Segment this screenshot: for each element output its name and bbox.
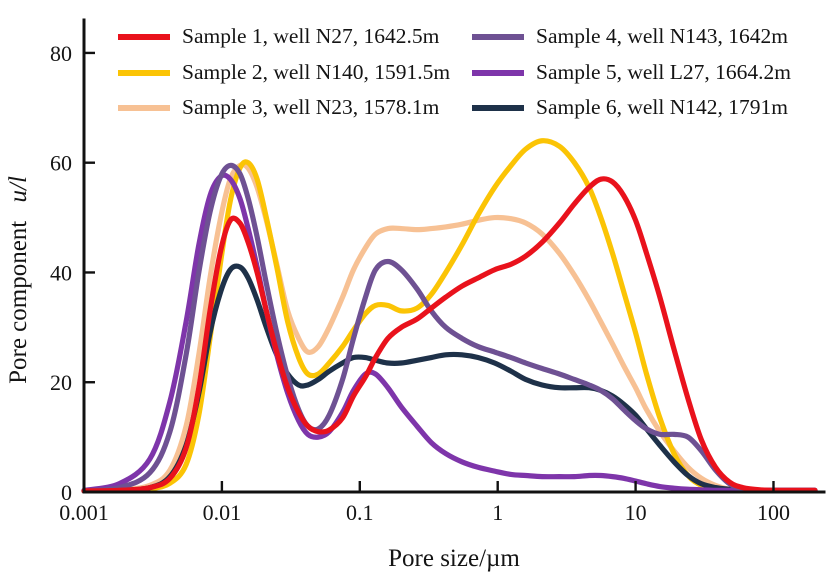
legend-item-sample-6[interactable]: Sample 6, well N142, 1791m xyxy=(472,95,788,119)
x-tick-label-3: 1 xyxy=(492,500,503,525)
legend-item-sample-4[interactable]: Sample 4, well N143, 1642m xyxy=(472,24,788,48)
legend-label-sample-4: Sample 4, well N143, 1642m xyxy=(536,24,788,48)
legend-label-sample-5: Sample 5, well L27, 1664.2m xyxy=(536,60,791,84)
axes-layer xyxy=(82,18,826,494)
curve-sample-2 xyxy=(81,138,818,494)
y-tick-label-0: 0 xyxy=(61,480,72,505)
legend-label-sample-3: Sample 3, well N23, 1578.1m xyxy=(182,95,440,119)
x-tick-label-1: 0.01 xyxy=(203,500,242,525)
y-tick-label-3: 60 xyxy=(50,151,72,176)
legend-label-sample-1: Sample 1, well N27, 1642.5m xyxy=(182,24,440,48)
legend-label-sample-6: Sample 6, well N142, 1791m xyxy=(536,95,788,119)
curve-sample-5 xyxy=(81,172,818,493)
y-tick-label-1: 20 xyxy=(50,370,72,395)
x-tick-label-4: 10 xyxy=(625,500,647,525)
legend-item-sample-3[interactable]: Sample 3, well N23, 1578.1m xyxy=(118,95,440,119)
svg-text:Pore component u/l: Pore component u/l xyxy=(5,176,32,384)
legend-item-sample-2[interactable]: Sample 2, well N140, 1591.5m xyxy=(118,60,450,84)
x-tick-label-2: 0.1 xyxy=(346,500,374,525)
curve-sample-1 xyxy=(81,176,818,494)
y-axis-ticks: 0 20 40 60 80 xyxy=(50,41,95,505)
y-axis-title-text: Pore component xyxy=(5,221,32,384)
x-tick-label-5: 100 xyxy=(757,500,790,525)
legend-item-sample-1[interactable]: Sample 1, well N27, 1642.5m xyxy=(118,24,440,48)
curve-sample-6 xyxy=(81,263,818,494)
x-axis-ticks: 0.001 0.01 0.1 1 10 100 xyxy=(59,481,790,525)
legend-item-sample-5[interactable]: Sample 5, well L27, 1664.2m xyxy=(472,60,791,84)
legend-label-sample-2: Sample 2, well N140, 1591.5m xyxy=(182,60,450,84)
y-tick-label-4: 80 xyxy=(50,41,72,66)
y-axis-title: Pore component u/l xyxy=(5,176,32,384)
chart-legend: Sample 1, well N27, 1642.5m Sample 2, wel… xyxy=(118,24,791,119)
x-axis-title: Pore size/µm xyxy=(388,545,520,572)
y-tick-label-2: 40 xyxy=(50,260,72,285)
curves-layer xyxy=(81,138,818,494)
y-axis-title-unit: u/l xyxy=(5,176,32,202)
x-tick-label-0: 0.001 xyxy=(59,500,109,525)
